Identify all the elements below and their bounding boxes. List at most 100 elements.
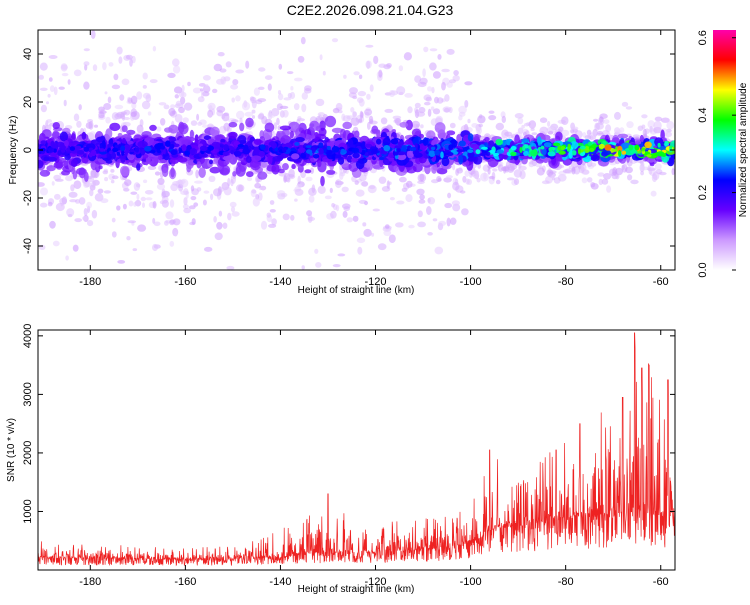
spectrogram-blob	[536, 136, 542, 146]
spectrogram-blob	[628, 144, 634, 151]
spectrogram-blob	[430, 106, 435, 111]
spectrogram-blob	[253, 138, 262, 145]
spectrogram-blob	[641, 114, 648, 119]
spectrogram-blob	[149, 149, 156, 154]
spectrogram-blob	[184, 150, 191, 156]
spectrogram-blob	[277, 125, 282, 131]
spectrogram-blob	[427, 108, 432, 117]
spectrogram-blob	[220, 138, 226, 144]
spectrogram-blob	[223, 122, 230, 132]
spectrogram-blob	[230, 149, 234, 155]
spectrogram-blob	[353, 71, 360, 76]
spectrogram-blob	[181, 144, 187, 152]
spectrogram-blob	[229, 201, 237, 208]
spectrogram-blob	[383, 145, 391, 152]
spectrogram-blob	[642, 128, 647, 138]
spectrogram-blob	[540, 134, 551, 141]
spectrogram-blob	[451, 200, 460, 206]
spectrogram-blob	[177, 157, 188, 163]
spectrogram-blob	[55, 202, 65, 212]
spectrogram-blob	[359, 110, 364, 120]
spectrogram-blob	[484, 137, 490, 142]
spectrogram-blob	[178, 147, 182, 154]
spectrogram-blob	[196, 161, 202, 169]
spectrogram-blob	[315, 98, 325, 107]
spectrogram-blob	[422, 68, 426, 78]
spectrogram-blob	[452, 203, 461, 212]
spectrogram-blob	[235, 69, 245, 74]
snr-y-tick-label: 2000	[22, 441, 34, 465]
spectrogram-blob	[190, 185, 195, 192]
spectrogram-blob	[156, 183, 166, 190]
spectrogram-blob	[335, 179, 342, 189]
spectrogram-blob	[301, 103, 307, 113]
spectrogram-blob	[432, 71, 441, 79]
spectrogram-blob	[647, 120, 655, 129]
spectrogram-blob	[401, 187, 408, 192]
spectrogram-blob	[144, 146, 152, 152]
spectrogram-blob	[163, 104, 170, 110]
spectrogram-blob	[40, 202, 48, 208]
spectrogram-blob	[105, 116, 111, 124]
spectrogram-blob	[189, 221, 196, 226]
spectrogram-blob	[238, 184, 243, 192]
spectrogram-blob	[365, 44, 374, 48]
spectrogram-blob	[264, 75, 273, 80]
spectrogram-blob	[49, 153, 57, 157]
spectrogram-blob	[157, 154, 163, 161]
spectrogram-blob	[360, 181, 369, 187]
spectrogram-blob	[310, 167, 314, 174]
spectrogram-blob	[38, 159, 44, 169]
spectrogram-blob	[142, 85, 147, 89]
spectrogram-blob	[124, 149, 128, 157]
spectrogram-blob	[252, 197, 260, 207]
spectrogram-blob	[362, 222, 367, 227]
spectrogram-blob	[590, 162, 597, 167]
spectrogram-blob	[488, 175, 495, 180]
spectrogram-blob	[357, 90, 367, 97]
spectrogram-blob	[489, 149, 496, 154]
spectrogram-blob	[136, 91, 143, 100]
spectrogram-blob	[182, 204, 189, 210]
spectrogram-blob	[377, 243, 387, 251]
spectrogram-blob	[278, 63, 283, 70]
spectrogram-blob	[339, 171, 344, 180]
spectrogram-blob	[116, 205, 121, 211]
spectrogram-blob	[39, 169, 51, 177]
spectrogram-blob	[54, 193, 61, 200]
spectrogram-blob	[342, 115, 351, 122]
spectrogram-blob	[331, 127, 343, 134]
spectrogram-blob	[269, 209, 276, 213]
spectrogram-blob	[464, 100, 469, 108]
spectrogram-blob	[91, 209, 98, 219]
spectrogram-blob	[161, 188, 166, 195]
spectrogram-blob	[467, 149, 474, 154]
spectrogram-blob	[425, 96, 432, 102]
spectrogram-blob	[417, 221, 426, 228]
spectrogram-blob	[251, 109, 256, 114]
spectrogram-blob	[558, 150, 566, 155]
spectrogram-blob	[431, 86, 435, 94]
spectrogram-blob	[603, 119, 610, 124]
spectrogram-blob	[541, 180, 550, 185]
spectrogram-blob	[207, 102, 216, 111]
spectrogram-blob	[359, 174, 367, 182]
spectrogram-x-label: Height of straight line (km)	[298, 285, 415, 296]
spectrogram-blob	[208, 175, 216, 182]
spectrogram-blob	[318, 142, 324, 149]
spectrogram-blob	[380, 117, 388, 125]
spectrogram-blob	[227, 212, 232, 221]
spectrogram-blob	[130, 148, 136, 153]
spectrogram-blob	[510, 151, 517, 157]
spectrogram-blob	[142, 72, 148, 80]
spectrogram-blob	[351, 147, 360, 154]
spectrogram-blob	[514, 113, 524, 119]
spectrogram-blob	[657, 142, 661, 148]
spectrogram-blob	[220, 76, 227, 85]
spectrogram-blob	[497, 164, 504, 172]
spectrogram-blob	[99, 151, 107, 155]
spectrogram-blob	[61, 72, 69, 77]
spectrogram-blob	[540, 145, 545, 150]
spectrogram-blob	[304, 85, 312, 92]
spectrogram-blob	[152, 201, 157, 209]
